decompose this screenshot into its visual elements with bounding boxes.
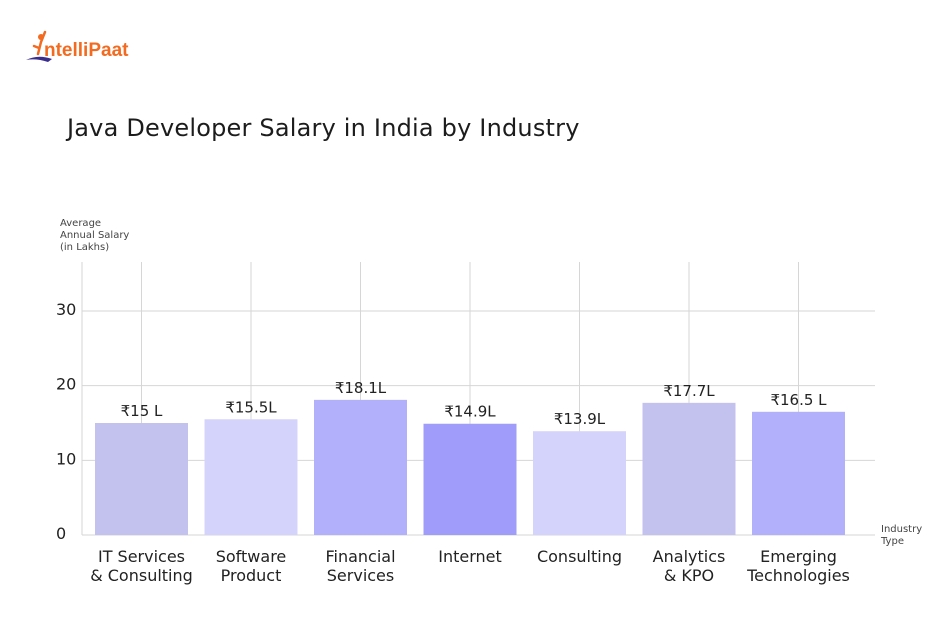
x-tick-label: Consulting [537,547,622,566]
data-label: ₹13.9L [554,410,606,428]
x-tick-label: Services [327,566,394,585]
y-axis-label: (in Lakhs) [60,242,109,253]
data-label: ₹15 L [121,402,163,420]
x-tick-label: Internet [438,547,502,566]
data-label: ₹16.5 L [770,391,827,409]
x-tick-label: & KPO [664,566,714,585]
x-tick-label: Product [221,566,282,585]
bar [95,423,188,535]
x-tick-label: & Consulting [90,566,193,585]
data-label: ₹15.5L [225,398,277,416]
bar [642,402,736,535]
x-tick-label: Software [216,547,287,566]
y-tick-label: 0 [56,524,66,543]
x-tick-label: Technologies [746,566,850,585]
y-tick-label: 10 [56,449,76,468]
bar [533,431,626,535]
x-axis-label: Industry [881,524,922,535]
svg-text:ntelliPaat: ntelliPaat [44,40,129,61]
y-axis-label: Annual Salary [60,230,129,241]
y-tick-label: 20 [56,375,76,394]
x-tick-label: Analytics [653,547,726,566]
chart-title: Java Developer Salary in India by Indust… [67,114,580,142]
x-tick-label: Financial [325,547,395,566]
bar [204,419,298,535]
data-label: ₹18.1L [335,379,387,397]
x-tick-label: Emerging [760,547,837,566]
x-tick-label: IT Services [98,547,185,566]
bar [423,423,517,535]
y-tick-label: 30 [56,300,76,319]
data-label: ₹14.9L [444,403,496,421]
data-label: ₹17.7L [663,382,715,400]
bar [314,399,407,535]
y-axis-label: Average [60,218,101,229]
intellipaat-logo: ntelliPaat [26,30,129,62]
x-axis-label: Type [880,536,904,547]
bar [752,411,845,535]
